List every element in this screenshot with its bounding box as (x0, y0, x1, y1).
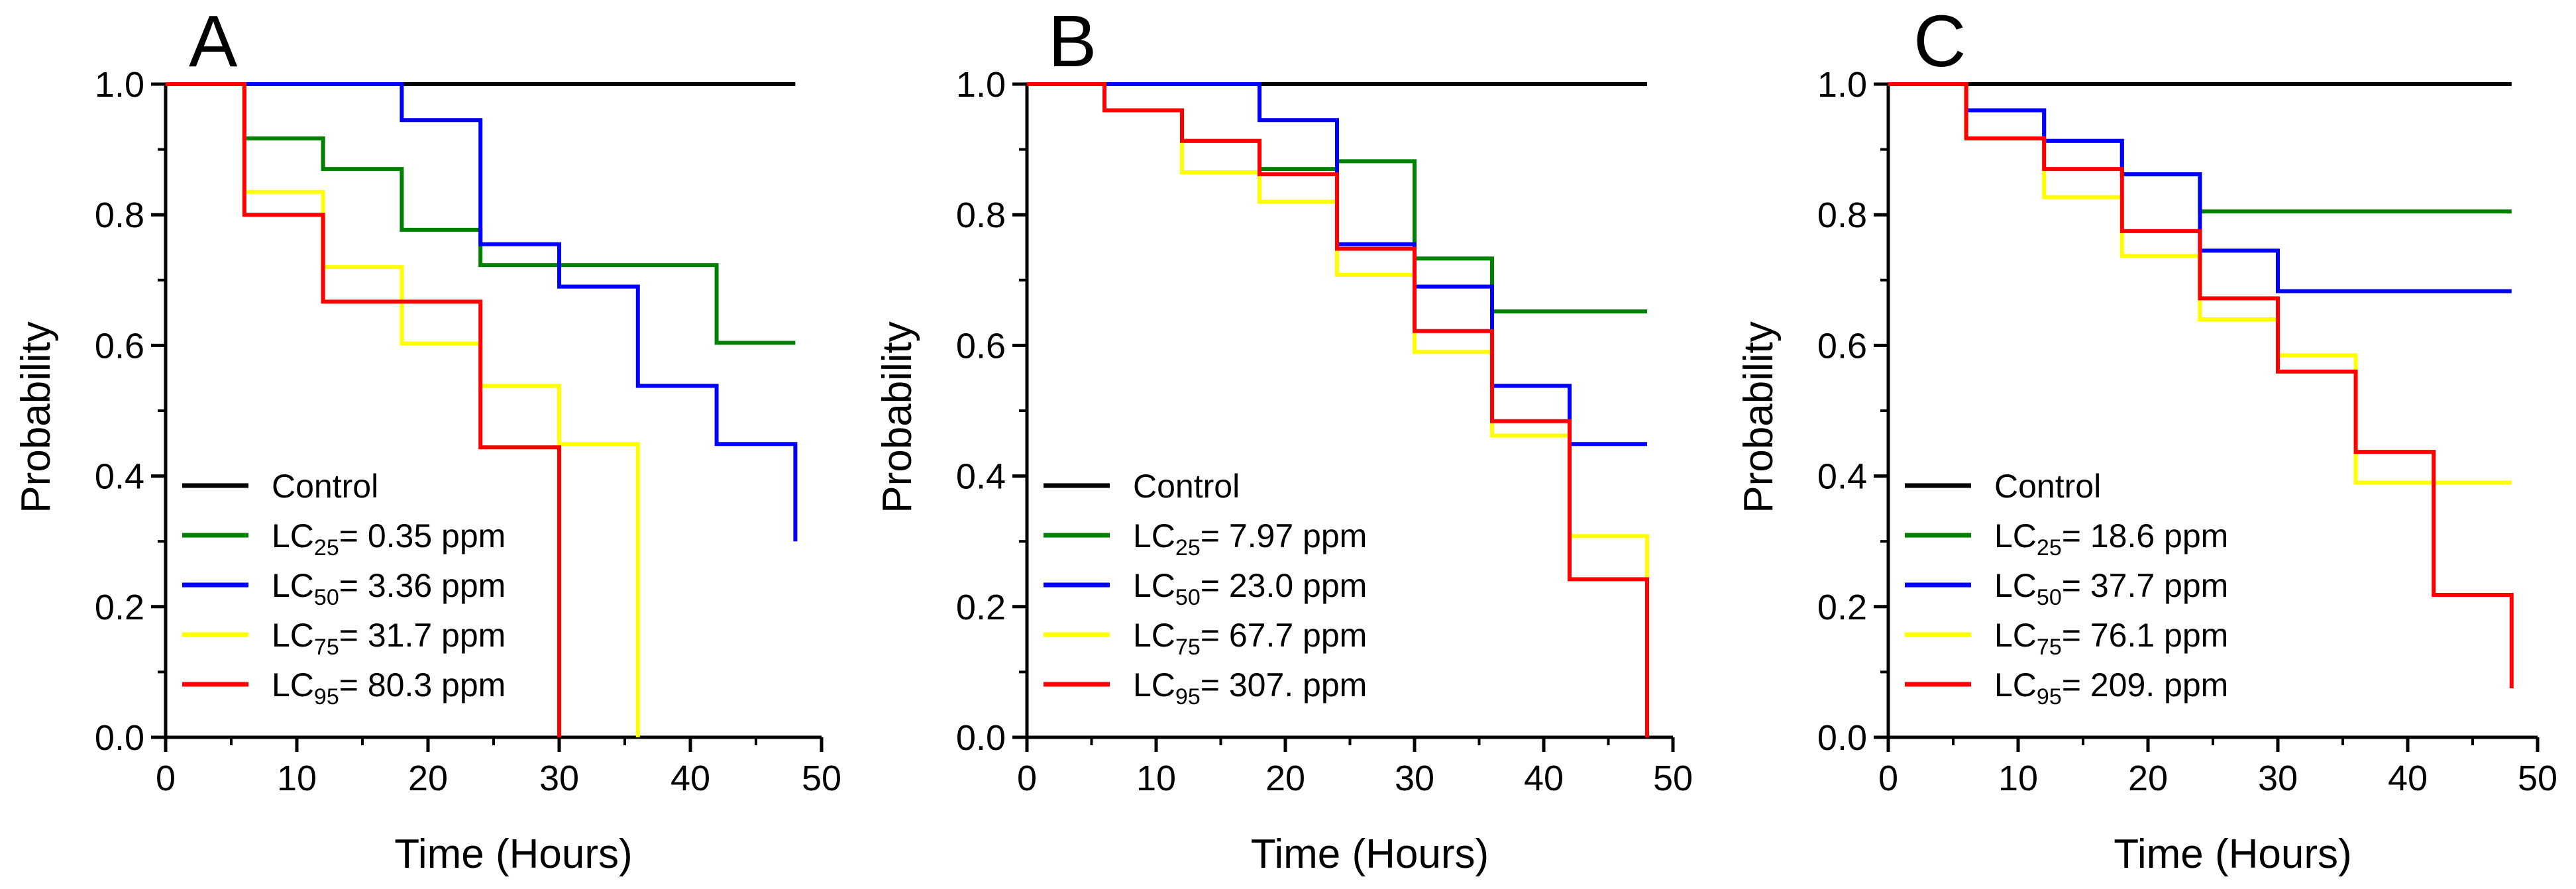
legend-label-lc50: LC50= 37.7 ppm (1994, 567, 2228, 610)
legend-label-lc50: LC50= 23.0 ppm (1133, 567, 1367, 610)
x-tick-label: 10 (277, 758, 317, 798)
x-tick-label: 20 (408, 758, 448, 798)
x-tick-label: 0 (156, 758, 176, 798)
x-tick-label: 0 (1017, 758, 1037, 798)
legend-label-lc95: LC95= 80.3 ppm (272, 666, 506, 709)
legend: Control LC25= 0.35 ppm LC50= 3.36 ppm LC75=… (182, 468, 506, 709)
legend-label-lc75: LC75= 31.7 ppm (272, 617, 506, 660)
y-tick-label: 0.0 (95, 718, 144, 758)
legend-label-lc25: LC25= 18.6 ppm (1994, 517, 2228, 560)
series-line-lc95 (166, 82, 561, 737)
legend-label-lc75: LC75= 67.7 ppm (1133, 617, 1367, 660)
panel-letter: A (189, 1, 238, 82)
x-tick-label: 40 (1524, 758, 1564, 798)
legend-label-control: Control (1133, 468, 1240, 505)
y-axis-title: Probability (1736, 321, 1782, 513)
panel-letter: B (1048, 1, 1097, 82)
legend: Control LC25= 18.6 ppm LC50= 37.7 ppm LC75=… (1905, 468, 2228, 709)
x-tick-label: 50 (2518, 758, 2557, 798)
y-tick-label: 0.8 (95, 195, 144, 235)
x-tick-label: 10 (1136, 758, 1176, 798)
panel-a: A 0.0 0.2 0.4 0.6 0.8 1.0 0 10 20 30 40 50 Time (Hour… (13, 1, 841, 877)
series-line-lc95 (1888, 82, 2514, 689)
legend-label-lc50: LC50= 3.36 ppm (272, 567, 506, 610)
legend-label-lc75: LC75= 76.1 ppm (1994, 617, 2228, 660)
y-tick-label: 0.0 (1817, 718, 1867, 758)
y-tick-label: 0.8 (1817, 195, 1867, 235)
legend-label-lc25: LC25= 7.97 ppm (1133, 517, 1367, 560)
y-tick-label: 0.4 (1817, 457, 1867, 497)
x-tick-label: 30 (2258, 758, 2298, 798)
legend-label-control: Control (272, 468, 378, 505)
x-tick-label: 30 (539, 758, 579, 798)
legend-label-lc25: LC25= 0.35 ppm (272, 517, 506, 560)
series-line-lc50 (166, 82, 798, 542)
x-tick-label: 50 (1653, 758, 1693, 798)
y-tick-label: 0.0 (956, 718, 1006, 758)
x-tick-label: 40 (2388, 758, 2428, 798)
legend-label-lc95: LC95= 209. ppm (1994, 666, 2228, 709)
y-axis-title: Probability (13, 321, 59, 513)
x-tick-label: 20 (2128, 758, 2168, 798)
y-tick-label: 1.0 (1817, 65, 1867, 105)
y-tick-label: 0.2 (95, 588, 144, 627)
legend-label-control: Control (1994, 468, 2101, 505)
y-tick-label: 0.4 (956, 457, 1006, 497)
x-tick-label: 40 (671, 758, 710, 798)
panel-b: B 0.0 0.2 0.4 0.6 0.8 1.0 0 10 20 30 40 50 Time (Hour… (875, 1, 1693, 877)
y-tick-label: 0.4 (95, 457, 144, 497)
y-axis-title: Probability (875, 321, 920, 513)
y-tick-label: 0.6 (95, 326, 144, 366)
x-axis-title: Time (Hours) (1251, 831, 1489, 877)
x-tick-label: 30 (1395, 758, 1434, 798)
x-tick-label: 0 (1878, 758, 1898, 798)
legend-label-lc95: LC95= 307. ppm (1133, 666, 1367, 709)
y-tick-label: 1.0 (956, 65, 1006, 105)
y-tick-label: 1.0 (95, 65, 144, 105)
x-tick-label: 20 (1265, 758, 1305, 798)
y-tick-label: 0.6 (1817, 326, 1867, 366)
y-tick-label: 0.2 (956, 588, 1006, 627)
legend: Control LC25= 7.97 ppm LC50= 23.0 ppm LC75=… (1044, 468, 1367, 709)
panel-c: C 0.0 0.2 0.4 0.6 0.8 1.0 0 10 20 30 40 50 Time (Hour… (1736, 1, 2557, 877)
x-tick-label: 10 (1998, 758, 2038, 798)
series-line-lc95 (1027, 82, 1649, 737)
y-tick-label: 0.6 (956, 326, 1006, 366)
x-axis-title: Time (Hours) (2114, 831, 2351, 877)
panel-letter: C (1913, 1, 1966, 82)
y-tick-label: 0.8 (956, 195, 1006, 235)
x-tick-label: 50 (802, 758, 841, 798)
y-tick-label: 0.2 (1817, 588, 1867, 627)
x-axis-title: Time (Hours) (394, 831, 632, 877)
